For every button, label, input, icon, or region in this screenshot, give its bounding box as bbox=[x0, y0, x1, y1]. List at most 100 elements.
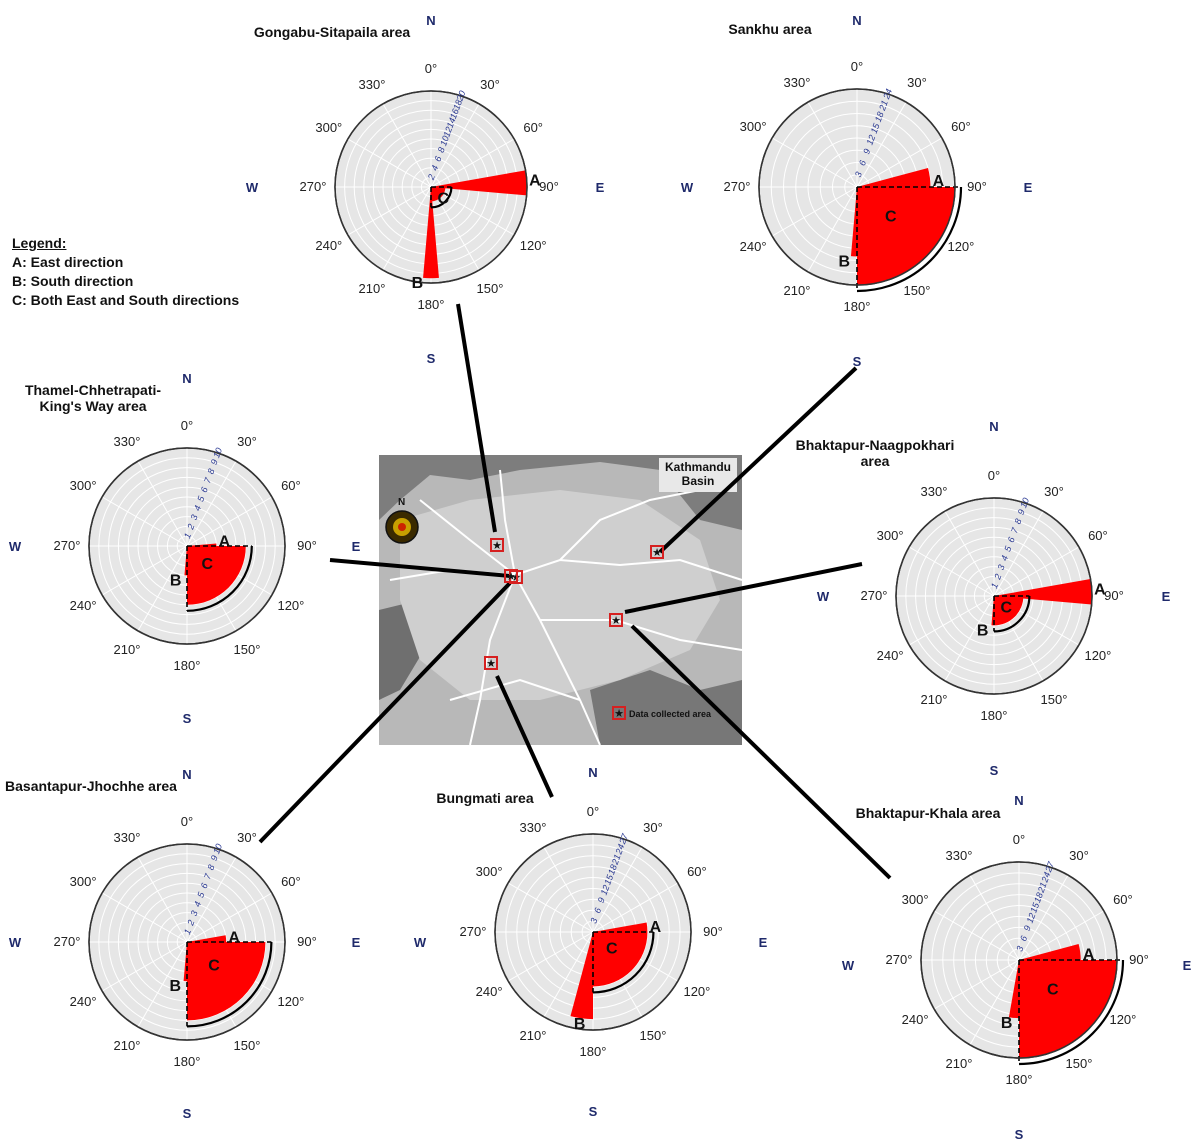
site-marker-star: ★ bbox=[486, 658, 496, 670]
site-marker-star: ★ bbox=[506, 571, 516, 583]
grid-spoke bbox=[430, 103, 480, 188]
sector-a bbox=[593, 922, 648, 932]
ring-tick-label: 7 bbox=[1009, 526, 1020, 535]
cardinal-w: W bbox=[817, 589, 830, 604]
sector-label-c: C bbox=[437, 190, 449, 207]
grid-spoke bbox=[186, 856, 237, 943]
ring-tick-label: 9 bbox=[1022, 924, 1033, 932]
ring-tick-label: 15 bbox=[602, 872, 615, 886]
degree-label: 90° bbox=[297, 934, 317, 949]
cardinal-n: N bbox=[182, 767, 191, 782]
ring-tick-label: 10 bbox=[1018, 496, 1031, 509]
ring-tick-label: 24 bbox=[613, 843, 626, 857]
ring-tick-label: 12 bbox=[441, 125, 454, 138]
degree-label: 270° bbox=[54, 934, 81, 949]
degree-label: 270° bbox=[861, 588, 888, 603]
sector-a bbox=[187, 935, 227, 942]
sector-label-a: A bbox=[228, 929, 240, 946]
grid-spoke bbox=[186, 496, 273, 547]
degree-label: 330° bbox=[921, 484, 948, 499]
legend-item-a: A: East direction bbox=[12, 254, 124, 270]
ring-tick-label: 15 bbox=[869, 121, 882, 135]
grid-spoke bbox=[592, 846, 643, 933]
sector-label-c: C bbox=[201, 556, 213, 573]
degree-label: 0° bbox=[988, 468, 1000, 483]
degree-label: 330° bbox=[520, 820, 547, 835]
grid-spoke bbox=[543, 846, 594, 933]
ring-tick-label: 6 bbox=[857, 159, 868, 167]
sector-label-a: A bbox=[529, 172, 541, 189]
ring-tick-label: 1 bbox=[182, 532, 193, 540]
cardinal-n: N bbox=[1014, 793, 1023, 808]
both-arc bbox=[856, 186, 963, 293]
ring-tick-label: 6 bbox=[1006, 536, 1017, 544]
ring-tick-label: 18 bbox=[606, 863, 619, 876]
degree-label: 120° bbox=[520, 238, 547, 253]
cardinal-w: W bbox=[246, 180, 259, 195]
grid-spoke bbox=[993, 546, 1080, 597]
grid-spoke bbox=[430, 138, 515, 188]
both-arc bbox=[186, 545, 253, 612]
ring-tick-label: 12 bbox=[865, 134, 878, 147]
grid-spoke bbox=[137, 545, 188, 632]
map-north-label: N bbox=[398, 497, 405, 508]
degree-label: 180° bbox=[1006, 1072, 1033, 1087]
ring-tick-label: 18 bbox=[1032, 891, 1045, 904]
sector-label-a: A bbox=[650, 919, 662, 936]
degree-label: 270° bbox=[724, 179, 751, 194]
degree-label: 150° bbox=[904, 283, 931, 298]
degree-label: 90° bbox=[967, 179, 987, 194]
degree-label: 90° bbox=[297, 538, 317, 553]
sector-b bbox=[423, 187, 439, 279]
sector-label-a: A bbox=[1094, 581, 1106, 598]
sector-b bbox=[570, 932, 593, 1020]
ring-tick-label: 24 bbox=[881, 87, 894, 101]
wind-rose-plots: 24681012141618200°30°60°90°120°150°180°2… bbox=[9, 13, 1192, 1139]
leader-line bbox=[624, 562, 863, 614]
degree-label: 0° bbox=[851, 59, 863, 74]
sector-label-c: C bbox=[885, 208, 897, 225]
degree-label: 180° bbox=[580, 1044, 607, 1059]
grid-spoke bbox=[186, 892, 273, 943]
title-basantapur-jhochhe: Basantapur-Jhochhe area bbox=[5, 778, 177, 794]
degree-label: 180° bbox=[844, 299, 871, 314]
ring-tick-label: 6 bbox=[432, 155, 443, 163]
ring-tick-label: 1 bbox=[989, 582, 1000, 590]
sector-c bbox=[994, 596, 1024, 626]
degree-label: 60° bbox=[281, 874, 301, 889]
degree-label: 120° bbox=[683, 984, 710, 999]
ring-tick-label: 12 bbox=[599, 884, 612, 897]
site-marker-box bbox=[504, 569, 518, 583]
cardinal-n: N bbox=[989, 419, 998, 434]
title-bungmati: Bungmati area bbox=[436, 790, 534, 806]
ring-tick-label: 5 bbox=[1002, 544, 1013, 553]
grid-spoke bbox=[101, 941, 188, 992]
degree-label: 150° bbox=[234, 642, 261, 657]
ring-tick-label: 6 bbox=[199, 882, 210, 890]
degree-label: 60° bbox=[687, 864, 707, 879]
degree-label: 30° bbox=[237, 830, 257, 845]
ring-tick-label: 4 bbox=[999, 554, 1010, 562]
degree-label: 300° bbox=[315, 120, 342, 135]
grid-spoke bbox=[1018, 874, 1069, 961]
cardinal-n: N bbox=[426, 13, 435, 28]
degree-label: 330° bbox=[784, 75, 811, 90]
map-key-label: Data collected area bbox=[629, 709, 712, 719]
ring-tick-label: 14 bbox=[445, 116, 458, 129]
cardinal-e: E bbox=[1183, 958, 1192, 973]
grid-spoke bbox=[969, 959, 1020, 1046]
sector-c bbox=[1019, 960, 1117, 1058]
sector-label-b: B bbox=[574, 1016, 586, 1033]
cardinal-w: W bbox=[414, 935, 427, 950]
title-bhaktapur-khala: Bhaktapur-Khala area bbox=[855, 805, 1001, 821]
cardinal-s: S bbox=[990, 763, 999, 778]
degree-label: 270° bbox=[300, 179, 327, 194]
ring-tick-label: 9 bbox=[209, 458, 220, 466]
sector-a bbox=[431, 170, 527, 196]
sector-label-b: B bbox=[1001, 1015, 1013, 1032]
plot-rim bbox=[88, 447, 286, 645]
ring-tick-label: 27 bbox=[1043, 860, 1057, 875]
sector-a bbox=[857, 167, 931, 187]
ring-tick-label: 10 bbox=[211, 842, 224, 855]
